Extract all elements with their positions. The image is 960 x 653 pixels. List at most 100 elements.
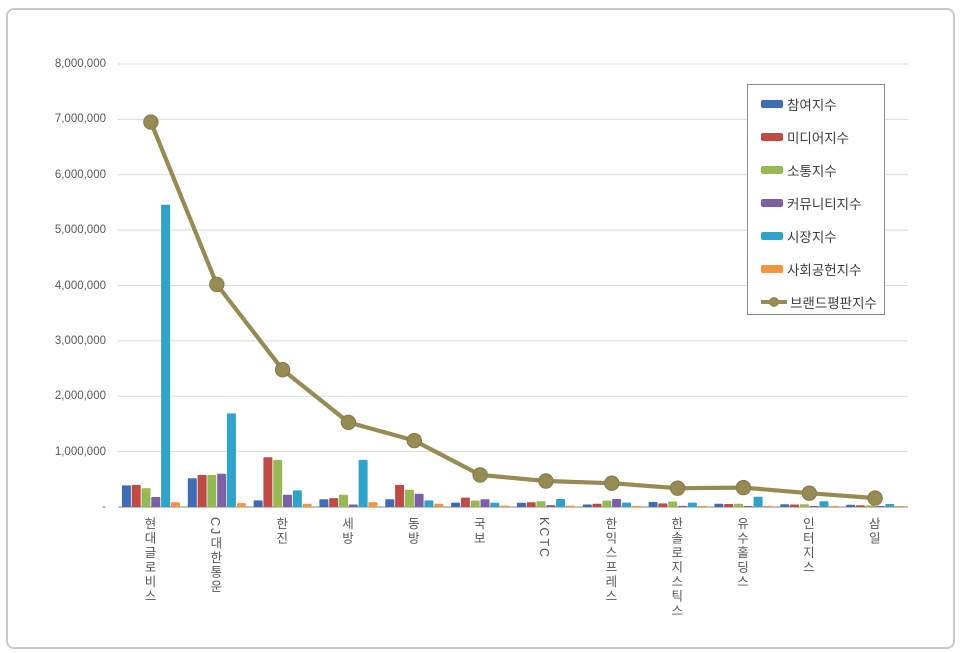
bar	[141, 488, 151, 507]
bar	[556, 499, 566, 507]
bar-swatch-icon	[761, 198, 783, 207]
legend-label: 참여지수	[787, 97, 837, 113]
bar	[348, 504, 358, 507]
bar	[121, 485, 131, 507]
bar	[622, 502, 631, 507]
legend-item: 미디어지수	[748, 120, 884, 153]
bar	[790, 504, 799, 507]
bar	[895, 506, 905, 507]
bar	[236, 503, 246, 507]
legend-item: 브랜드평판지수	[748, 285, 884, 318]
bar	[565, 505, 575, 507]
line-swatch-icon	[761, 295, 787, 309]
line-marker	[143, 114, 159, 130]
line-marker	[604, 475, 620, 491]
y-tick-label: 6,000,000	[54, 168, 106, 181]
bar	[724, 504, 734, 507]
bar	[687, 502, 697, 507]
bar	[668, 501, 678, 507]
legend-item: 사회공헌지수	[748, 252, 884, 285]
bar	[170, 502, 180, 507]
line-marker	[669, 480, 686, 496]
trend-line	[148, 119, 878, 501]
line-marker	[735, 479, 752, 496]
bar	[385, 499, 395, 507]
bar	[302, 503, 312, 507]
line-marker	[209, 276, 225, 293]
x-category-label: CJ대한통운	[207, 517, 222, 595]
x-category-label: 세방	[339, 517, 354, 546]
y-tick-label: -	[102, 501, 106, 513]
x-category-label: 삼일	[866, 517, 881, 546]
legend-item: 커뮤니티지수	[748, 186, 884, 219]
y-tick-label: 8,000,000	[54, 58, 106, 70]
bar	[500, 505, 510, 507]
bar	[161, 204, 171, 507]
bar	[368, 502, 378, 507]
bar	[207, 474, 217, 507]
legend-label: 사회공헌지수	[787, 262, 862, 278]
line-marker	[538, 473, 554, 489]
bar	[714, 503, 724, 507]
bar-swatch-icon	[761, 99, 783, 108]
bar	[582, 504, 592, 507]
bar-swatch-icon	[761, 165, 783, 174]
line-marker	[472, 467, 488, 483]
x-category-label: 유수홀딩스	[734, 517, 749, 590]
bar	[612, 499, 622, 507]
bar	[434, 503, 444, 507]
bar	[187, 478, 197, 507]
x-category-label: 동방	[405, 517, 420, 546]
bar	[217, 473, 227, 507]
bar	[648, 502, 658, 507]
line-marker	[801, 485, 817, 501]
bar	[809, 506, 819, 507]
bar	[819, 501, 829, 507]
bar	[339, 494, 348, 507]
y-tick-label: 1,000,000	[54, 445, 106, 458]
legend-label: 브랜드평판지수	[790, 295, 877, 311]
bar	[592, 503, 602, 507]
y-tick-label: 3,000,000	[54, 334, 106, 347]
y-tick-label: 4,000,000	[54, 279, 106, 292]
bar	[780, 504, 790, 507]
bar	[536, 501, 546, 507]
bar	[151, 497, 161, 507]
bar	[414, 493, 424, 507]
legend-label: 시장지수	[787, 229, 837, 245]
bar	[855, 505, 865, 507]
bar	[283, 494, 292, 507]
bar	[197, 474, 207, 507]
bar	[292, 490, 302, 507]
bar	[743, 506, 753, 507]
bar	[516, 502, 526, 507]
y-tick-label: 5,000,000	[54, 224, 106, 237]
legend-label: 소통지수	[787, 163, 837, 179]
legend-label: 미디어지수	[787, 130, 850, 146]
bar	[734, 503, 743, 507]
bar	[658, 503, 668, 507]
bar	[490, 502, 500, 507]
y-tick-label: 2,000,000	[54, 390, 106, 403]
bar	[753, 496, 763, 507]
bar-swatch-icon	[761, 264, 783, 273]
bar	[885, 504, 895, 507]
bar	[460, 497, 470, 507]
bar	[131, 484, 141, 507]
bar	[358, 459, 368, 507]
legend-label: 커뮤니티지수	[787, 196, 862, 212]
bar	[404, 489, 414, 507]
bar	[875, 506, 885, 507]
bar	[526, 502, 536, 507]
bar-swatch-icon	[761, 132, 783, 141]
bar	[263, 457, 273, 507]
legend: 참여지수 미디어지수 소통지수 커뮤니티지수 시장지수 사회공헌지수 브랜드평판…	[747, 84, 885, 315]
line-marker	[340, 414, 357, 430]
bar	[253, 500, 263, 507]
bar	[846, 504, 856, 507]
line-marker	[867, 490, 883, 506]
x-category-label: 한진	[273, 517, 288, 546]
bar	[319, 499, 329, 507]
bar	[273, 459, 283, 507]
x-category-label: KCTC	[537, 517, 552, 560]
